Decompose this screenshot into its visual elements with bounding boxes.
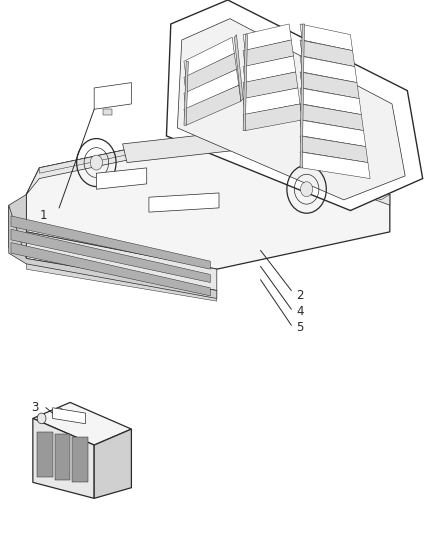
Polygon shape — [94, 83, 131, 109]
Polygon shape — [94, 429, 131, 498]
Polygon shape — [55, 434, 70, 480]
Polygon shape — [342, 160, 385, 179]
Polygon shape — [11, 243, 210, 296]
Polygon shape — [26, 131, 390, 269]
Circle shape — [300, 182, 313, 197]
Circle shape — [55, 408, 64, 418]
Polygon shape — [166, 0, 423, 211]
Polygon shape — [300, 152, 370, 179]
Text: 5: 5 — [297, 321, 304, 334]
Polygon shape — [184, 69, 239, 109]
Polygon shape — [300, 104, 364, 131]
Polygon shape — [37, 432, 53, 477]
Circle shape — [37, 413, 46, 424]
Polygon shape — [26, 232, 217, 290]
Polygon shape — [300, 136, 368, 163]
Text: 1: 1 — [40, 209, 48, 222]
Polygon shape — [300, 56, 357, 83]
Circle shape — [90, 155, 102, 170]
Polygon shape — [9, 205, 217, 298]
Polygon shape — [243, 88, 300, 115]
Polygon shape — [33, 402, 131, 445]
Polygon shape — [243, 56, 296, 83]
Polygon shape — [33, 418, 94, 498]
Polygon shape — [300, 88, 361, 115]
Polygon shape — [184, 53, 237, 93]
Polygon shape — [26, 131, 390, 205]
Polygon shape — [9, 195, 26, 259]
Polygon shape — [300, 72, 359, 99]
Text: 3: 3 — [32, 401, 39, 414]
Polygon shape — [300, 40, 355, 67]
Polygon shape — [184, 61, 188, 125]
Polygon shape — [243, 104, 302, 131]
Polygon shape — [243, 35, 247, 131]
Polygon shape — [243, 40, 293, 67]
Polygon shape — [177, 19, 405, 200]
Text: 2: 2 — [296, 289, 304, 302]
Text: 4: 4 — [296, 305, 304, 318]
Polygon shape — [72, 437, 88, 482]
Polygon shape — [123, 131, 245, 163]
Polygon shape — [53, 408, 85, 424]
Polygon shape — [234, 35, 243, 101]
Polygon shape — [39, 131, 390, 200]
Polygon shape — [243, 24, 291, 51]
Polygon shape — [26, 259, 217, 301]
Polygon shape — [149, 193, 219, 212]
Polygon shape — [11, 216, 210, 269]
Polygon shape — [184, 85, 241, 125]
Polygon shape — [300, 120, 366, 147]
Polygon shape — [300, 24, 353, 51]
Polygon shape — [263, 144, 328, 163]
Polygon shape — [243, 72, 298, 99]
Polygon shape — [300, 24, 304, 168]
Polygon shape — [103, 109, 112, 115]
Polygon shape — [184, 37, 234, 77]
Polygon shape — [96, 168, 147, 189]
Polygon shape — [11, 229, 210, 282]
